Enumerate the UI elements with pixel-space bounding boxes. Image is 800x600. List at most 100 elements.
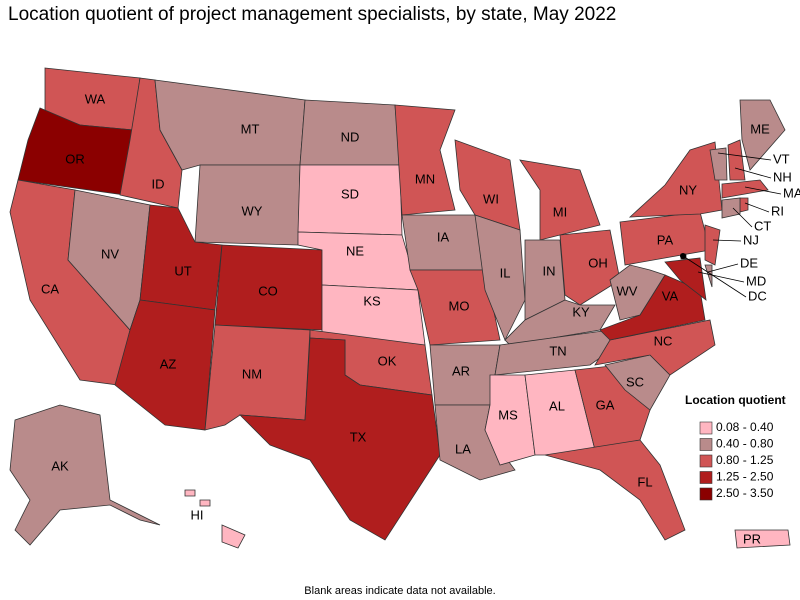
leader-line: [734, 167, 772, 179]
state-shape: [184, 489, 246, 549]
state-label: CA: [41, 281, 59, 296]
legend-swatch: [699, 421, 713, 435]
state-label: LA: [455, 441, 471, 456]
state-label: SD: [341, 186, 359, 201]
state-label: KY: [572, 304, 590, 319]
state-label: NY: [679, 182, 697, 197]
state-label: NE: [346, 243, 364, 258]
state-label: NH: [773, 169, 792, 184]
state-shape: [594, 319, 716, 376]
state-label: VA: [662, 288, 679, 303]
state-shape: [559, 229, 621, 306]
state-label: MO: [449, 298, 470, 313]
state-shape: [721, 197, 741, 219]
state-label: DC: [748, 288, 767, 303]
state-label: GA: [596, 397, 615, 412]
state-label: PR: [743, 531, 761, 546]
state-label: OH: [588, 255, 608, 270]
state-label: WV: [617, 283, 638, 298]
leader-line: [697, 271, 745, 283]
legend-swatch: [699, 487, 713, 501]
state-label: UT: [174, 263, 191, 278]
legend-swatch: [699, 438, 713, 451]
dc-marker: [680, 253, 686, 259]
legend-label: 0.08 - 0.40: [716, 420, 774, 434]
state-shape: [721, 179, 769, 199]
state-label: MA: [783, 185, 800, 200]
state-label: ME: [750, 121, 770, 136]
legend-label: 1.25 - 2.50: [716, 470, 774, 484]
state-shape: [609, 264, 666, 321]
state-label: MD: [746, 273, 766, 288]
state-shape: [734, 529, 791, 549]
leader-line: [707, 263, 739, 273]
state-label: CT: [754, 218, 771, 233]
legend-label: 2.50 - 3.50: [716, 486, 774, 500]
state-label: NV: [101, 246, 119, 261]
state-label: NM: [242, 366, 262, 381]
state-label: WY: [242, 203, 263, 218]
state-label: MN: [415, 171, 435, 186]
state-shape: [704, 264, 713, 288]
leader-line: [682, 255, 747, 298]
state-label: NC: [654, 333, 673, 348]
state-label: VT: [773, 151, 790, 166]
state-label: ND: [341, 129, 360, 144]
state-label: IL: [500, 265, 511, 280]
legend-label: 0.80 - 1.25: [716, 453, 774, 467]
leader-line: [712, 239, 742, 242]
state-shape: [519, 159, 601, 241]
state-label: CO: [258, 283, 278, 298]
state-label: PA: [657, 232, 674, 247]
leader-line: [744, 202, 770, 213]
state-label: TN: [549, 343, 566, 358]
state-shape: [9, 404, 161, 546]
state-label: FL: [637, 474, 652, 489]
leader-line: [717, 152, 772, 161]
state-label: KS: [363, 293, 381, 308]
state-shape: [739, 99, 786, 171]
state-shape: [114, 299, 216, 431]
state-label: MT: [241, 121, 260, 136]
state-label: WA: [85, 91, 106, 106]
state-label: ID: [152, 176, 165, 191]
state-label: AZ: [160, 356, 177, 371]
state-label: AR: [452, 363, 470, 378]
state-label: TX: [350, 429, 367, 444]
state-label: SC: [626, 374, 644, 389]
state-shape: [238, 337, 441, 541]
state-shape: [628, 141, 723, 218]
state-label: RI: [771, 203, 784, 218]
state-shape: [394, 104, 456, 216]
state-shape: [709, 147, 728, 181]
leader-line: [732, 207, 753, 228]
state-shape: [704, 224, 721, 266]
state-label: MI: [553, 204, 567, 219]
state-shape: [544, 439, 686, 541]
state-label: IN: [543, 263, 556, 278]
state-shape: [154, 79, 306, 171]
state-label: OK: [378, 353, 397, 368]
state-label: NJ: [743, 232, 759, 247]
legend-swatch: [699, 454, 713, 468]
state-label: HI: [191, 507, 204, 522]
state-label: DE: [740, 255, 758, 270]
footnote: Blank areas indicate data not available.: [304, 585, 495, 597]
state-shape: [474, 214, 526, 341]
legend-label: 0.40 - 0.80: [716, 437, 774, 451]
state-shape: [727, 139, 746, 181]
state-label: AK: [51, 458, 69, 473]
state-label: MS: [498, 407, 518, 422]
legend-title: Location quotient: [685, 393, 786, 407]
map-title: Location quotient of project management …: [8, 4, 616, 25]
state-label: IA: [437, 229, 450, 244]
state-shape: [739, 197, 749, 213]
state-label: OR: [65, 151, 85, 166]
leader-line: [744, 186, 782, 195]
state-label: WI: [483, 191, 499, 206]
state-shape: [409, 269, 501, 346]
legend-swatch: [699, 471, 713, 484]
state-label: AL: [549, 398, 565, 413]
